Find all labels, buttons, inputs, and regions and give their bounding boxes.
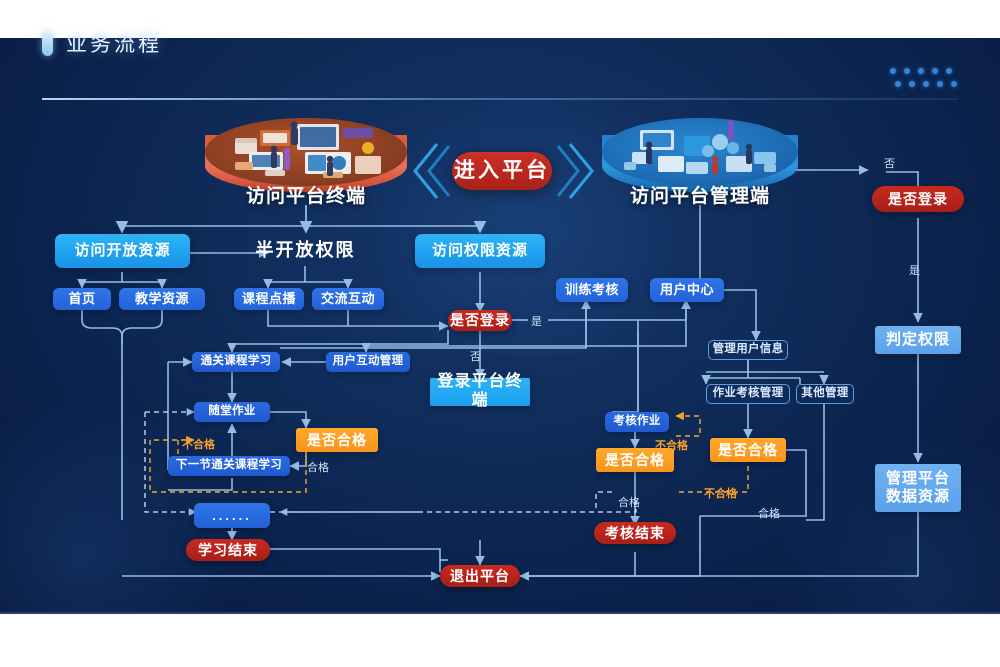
node-user-interaction-mgmt[interactable]: 用户互动管理 xyxy=(326,352,410,372)
dot xyxy=(904,68,910,74)
node-next-pass-course-study[interactable]: 下一节通关课程学习 xyxy=(168,456,290,476)
manage-platform-line1: 管理平台 xyxy=(885,470,950,488)
node-qualified-check-right[interactable]: 是否合格 xyxy=(710,438,786,462)
manage-platform-line2: 数据资源 xyxy=(885,488,950,505)
dot xyxy=(923,81,929,87)
title-marker-icon xyxy=(42,30,53,56)
label-unqualified-left: 不合格 xyxy=(182,439,215,451)
node-ellipsis[interactable]: ...... xyxy=(194,503,270,528)
enter-platform-button[interactable]: 进入平台 xyxy=(452,152,552,190)
dot xyxy=(895,81,901,87)
node-home[interactable]: 首页 xyxy=(53,288,111,310)
chevron-left-double-icon xyxy=(413,143,451,199)
dot xyxy=(946,68,952,74)
node-pass-course-study[interactable]: 通关课程学习 xyxy=(192,352,280,372)
node-other-mgmt[interactable]: 其他管理 xyxy=(796,384,854,404)
label-yes-right: 是 xyxy=(909,265,920,277)
node-study-end[interactable]: 学习结束 xyxy=(186,539,270,561)
node-user-center[interactable]: 用户中心 xyxy=(650,278,724,302)
node-teaching-resource[interactable]: 教学资源 xyxy=(119,288,205,310)
page-title: 业务流程 xyxy=(66,33,162,56)
right-platform-disc: 访问平台管理端 xyxy=(602,118,798,210)
right-disc-label: 访问平台管理端 xyxy=(629,186,770,207)
chevron-right-double-icon xyxy=(556,143,594,199)
node-classroom-homework[interactable]: 随堂作业 xyxy=(194,402,270,422)
node-exit-platform[interactable]: 退出平台 xyxy=(440,565,520,587)
label-qualified-mid: 合格 xyxy=(618,497,640,509)
dot xyxy=(890,68,896,74)
label-unqualified-mid: 不合格 xyxy=(655,440,688,452)
node-determine-permission[interactable]: 判定权限 xyxy=(875,326,961,354)
label-unqualified-right: 不合格 xyxy=(704,488,737,500)
node-qualified-check-mid[interactable]: 是否合格 xyxy=(596,448,674,472)
dot xyxy=(937,81,943,87)
node-homework-assessment-mgmt[interactable]: 作业考核管理 xyxy=(706,384,790,404)
dot xyxy=(951,81,957,87)
page-header: 业务流程 xyxy=(42,28,162,58)
left-disc-label: 访问平台终端 xyxy=(245,186,366,207)
node-training-assessment[interactable]: 训练考核 xyxy=(556,278,628,302)
left-platform-disc: 访问平台终端 xyxy=(205,118,407,210)
dot xyxy=(932,68,938,74)
node-manage-platform-data[interactable]: 管理平台 数据资源 xyxy=(875,464,961,512)
dot-grid-decoration xyxy=(890,68,960,94)
node-assessment-homework[interactable]: 考核作业 xyxy=(605,412,669,432)
dot xyxy=(909,81,915,87)
dot xyxy=(918,68,924,74)
node-semi-open-permission: 半开放权限 xyxy=(255,240,356,261)
node-login-check-right[interactable]: 是否登录 xyxy=(872,186,964,212)
node-open-resource[interactable]: 访问开放资源 xyxy=(55,234,190,268)
node-manage-user-info[interactable]: 管理用户信息 xyxy=(708,340,788,360)
node-qualified-check-left[interactable]: 是否合格 xyxy=(296,428,378,452)
node-course-on-demand[interactable]: 课程点播 xyxy=(234,288,304,310)
node-login-check-mid[interactable]: 是否登录 xyxy=(448,310,512,331)
node-assessment-end[interactable]: 考核结束 xyxy=(594,522,676,544)
header-divider xyxy=(42,98,958,100)
node-communication[interactable]: 交流互动 xyxy=(312,288,384,310)
node-permission-resource[interactable]: 访问权限资源 xyxy=(415,234,545,268)
label-no-right: 否 xyxy=(884,158,895,170)
label-qualified-left: 合格 xyxy=(307,462,329,474)
node-login-platform-terminal[interactable]: 登录平台终端 xyxy=(430,373,530,409)
label-qualified-right: 合格 xyxy=(758,508,780,520)
label-no-mid: 否 xyxy=(470,351,481,363)
label-yes-mid: 是 xyxy=(531,316,542,328)
